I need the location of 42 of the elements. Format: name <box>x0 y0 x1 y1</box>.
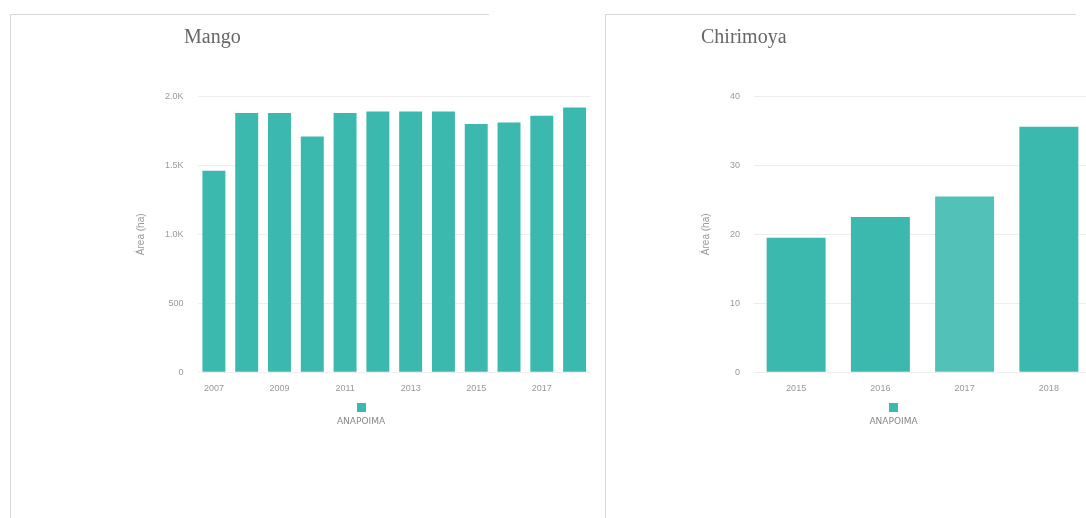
x-tick-label: 2018 <box>1038 383 1059 394</box>
x-tick-label: 2013 <box>400 383 421 394</box>
bar <box>766 237 826 372</box>
legend-label: ANAPOIMA <box>869 416 918 426</box>
y-tick-label: 10 <box>730 297 741 308</box>
bar <box>268 112 291 372</box>
bar <box>431 111 455 372</box>
bar <box>497 122 521 372</box>
y-tick-label: 0 <box>735 366 741 377</box>
bar <box>530 115 554 372</box>
y-tick-label: 1.0K <box>165 228 184 239</box>
bar <box>464 123 488 372</box>
bar <box>333 112 357 372</box>
bar <box>300 136 324 372</box>
y-tick-label: 2.0K <box>165 90 184 101</box>
y-tick-label: 0 <box>178 366 184 377</box>
chart-title: Chirimoya <box>701 25 787 48</box>
y-axis-title: Área (ha) <box>133 213 146 256</box>
bar <box>1019 126 1079 372</box>
x-tick-label: 2015 <box>786 383 807 394</box>
y-tick-label: 30 <box>730 159 741 170</box>
chart-title: Mango <box>184 25 241 48</box>
x-tick-label: 2016 <box>870 383 891 394</box>
y-tick-label: 20 <box>730 228 741 239</box>
y-tick-label: 1.5K <box>165 159 184 170</box>
bar <box>399 111 423 372</box>
y-tick-label: 40 <box>730 90 741 101</box>
x-tick-label: 2009 <box>269 383 290 394</box>
x-tick-label: 2017 <box>954 383 975 394</box>
bar <box>235 112 259 372</box>
bar <box>935 196 995 372</box>
x-tick-label: 2017 <box>531 383 552 394</box>
y-tick-label: 500 <box>168 297 184 308</box>
y-axis-title: Área (ha) <box>698 213 711 256</box>
bar <box>563 107 587 372</box>
legend-label: ANAPOIMA <box>336 416 386 426</box>
bar <box>366 111 390 372</box>
x-tick-label: 2007 <box>203 383 224 394</box>
x-tick-label: 2015 <box>466 383 487 394</box>
x-tick-label: 2011 <box>335 383 355 394</box>
bar <box>850 217 910 372</box>
bar <box>202 170 226 372</box>
